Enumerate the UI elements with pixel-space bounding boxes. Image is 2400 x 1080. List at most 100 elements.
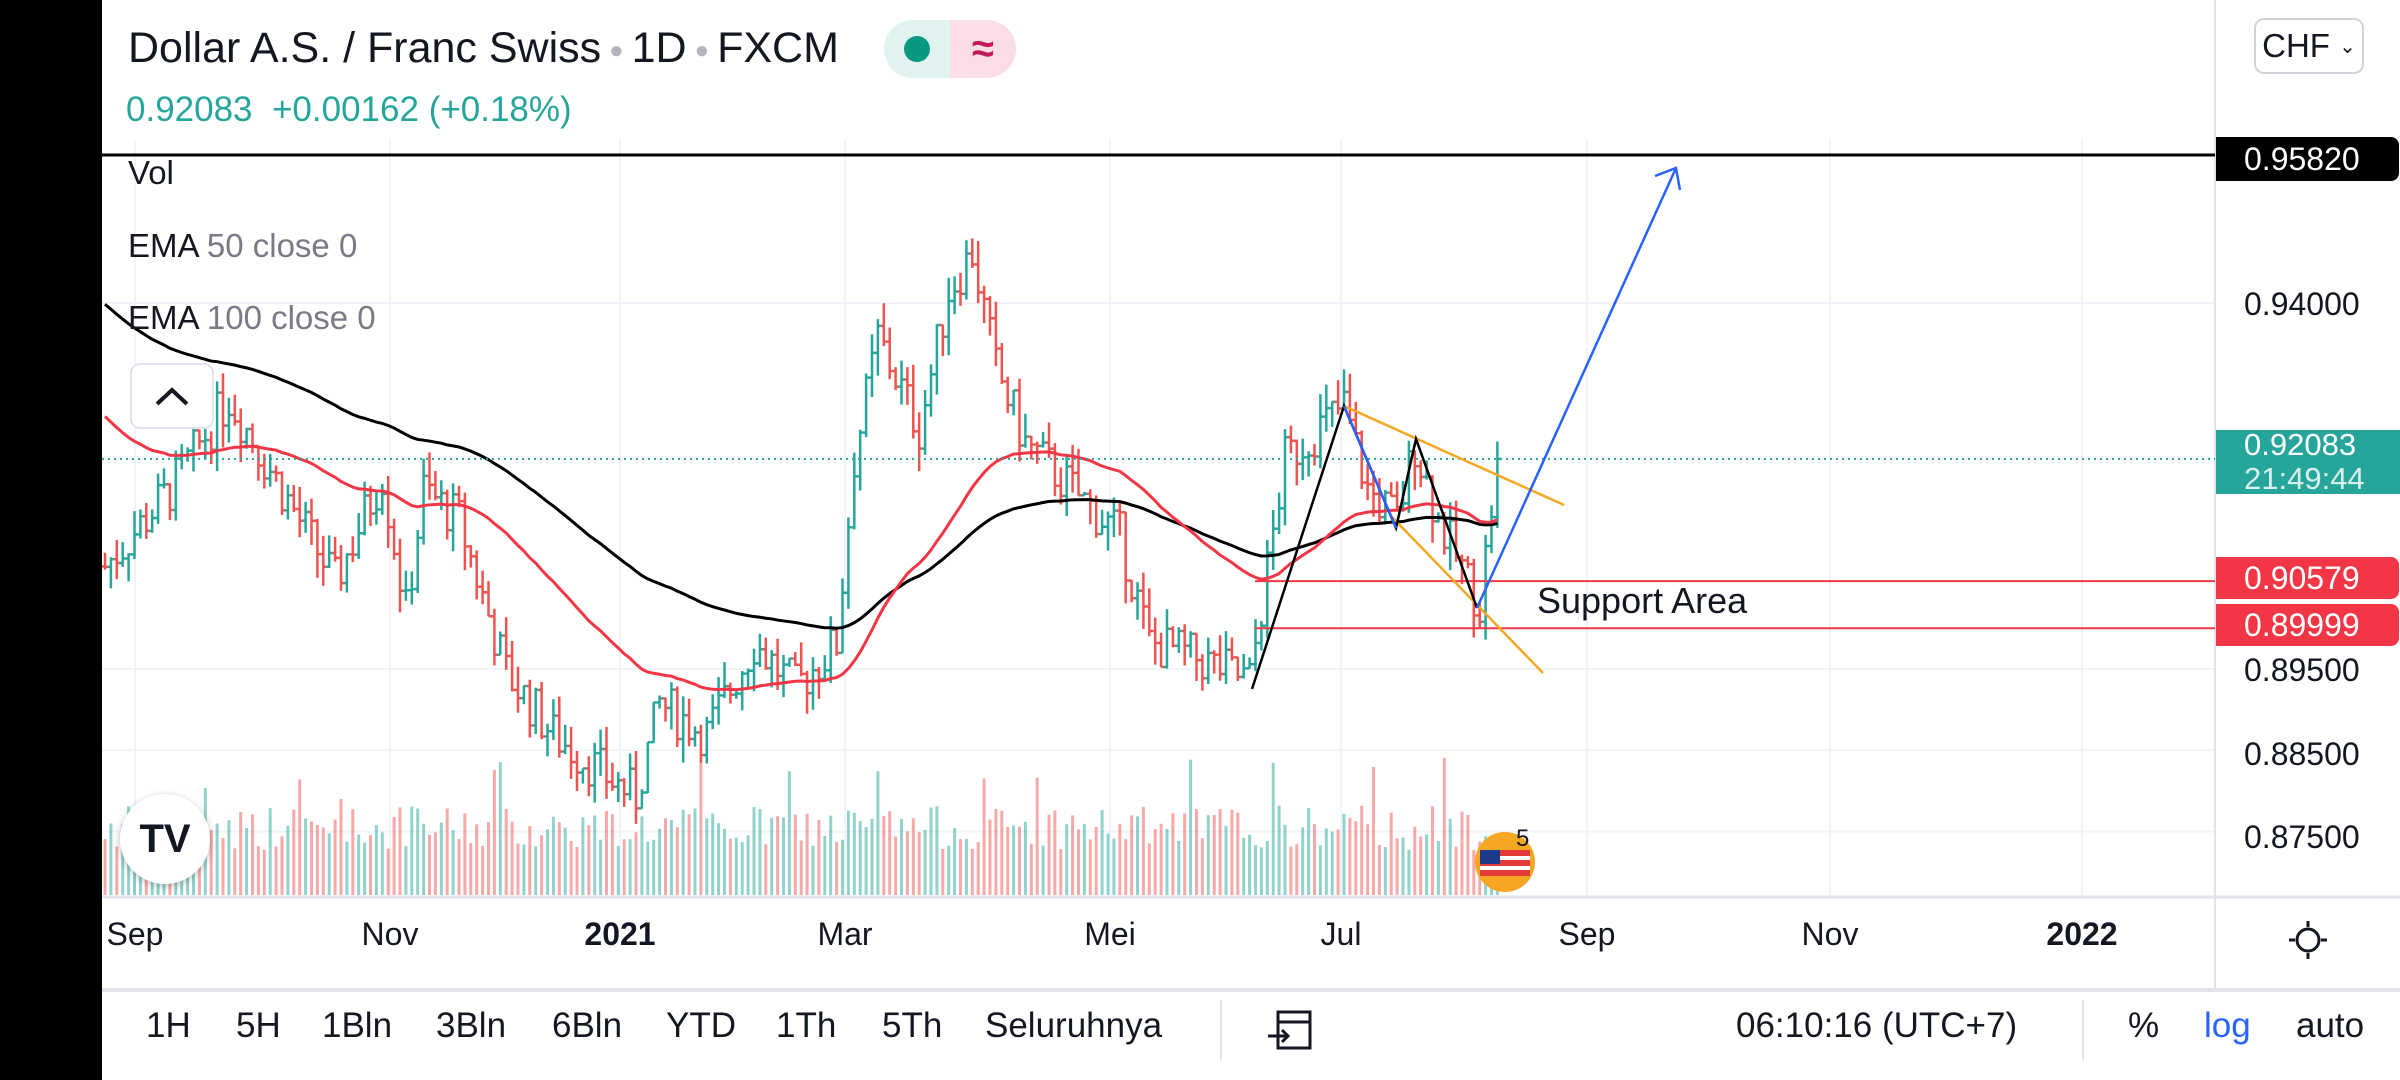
range-button-3bln[interactable]: 3Bln (436, 1006, 507, 1045)
volume-bar (1059, 849, 1063, 895)
range-button-seluruhnya[interactable]: Seluruhnya (985, 1006, 1163, 1045)
time-label: Nov (1801, 916, 1859, 952)
percent-toggle[interactable]: % (2128, 1006, 2160, 1045)
volume-bar (988, 819, 992, 895)
volume-bar (1212, 815, 1216, 895)
volume-bar (1189, 759, 1193, 895)
volume-bar (1218, 809, 1222, 895)
volume-bar (463, 813, 467, 895)
volume-bar (363, 842, 367, 895)
volume-bar (1395, 838, 1399, 895)
volume-bar (492, 769, 496, 895)
volume-bar (1419, 836, 1423, 895)
toolbar-divider (1220, 1000, 1222, 1060)
left-edge (0, 0, 102, 1080)
volume-bar (964, 838, 968, 895)
volume-bar (233, 848, 237, 895)
volume-bar (357, 834, 361, 895)
volume-bar (274, 846, 278, 895)
time-label: 2022 (2046, 916, 2118, 952)
volume-bar (1271, 762, 1275, 895)
volume-bar (976, 842, 980, 895)
range-button-1th[interactable]: 1Th (776, 1006, 837, 1045)
collapse-legend-button[interactable] (130, 363, 214, 429)
tradingview-logo[interactable]: TV (120, 794, 210, 884)
range-button-6bln[interactable]: 6Bln (552, 1006, 623, 1045)
volume-bar (227, 820, 231, 895)
volume-bar (433, 832, 437, 895)
legend-vol[interactable]: Vol (128, 154, 174, 191)
volume-bar (374, 825, 378, 895)
channel-lower-line (1389, 514, 1544, 674)
volume-bar (475, 824, 479, 895)
volume-bar (959, 839, 962, 895)
volume-bar (215, 823, 219, 895)
time-label: 2021 (584, 916, 656, 952)
svg-text:5: 5 (1516, 826, 1529, 852)
volume-bar (1466, 814, 1470, 895)
chevron-down-icon: ⌄ (2339, 35, 2356, 58)
volume-bar (1324, 828, 1328, 895)
volume-bar (487, 822, 490, 895)
legend-ema100[interactable]: EMA 100 close 0 (128, 299, 376, 336)
settings-gear-icon[interactable] (2286, 918, 2330, 962)
volume-bar (693, 808, 697, 895)
volume-bar (1389, 812, 1393, 895)
volume-bar (410, 806, 414, 895)
volume-bar (841, 839, 844, 895)
volume-bar (1165, 829, 1169, 895)
range-button-1h[interactable]: 1H (146, 1006, 191, 1045)
time-label: Sep (106, 916, 164, 952)
time-label: Mar (817, 916, 873, 952)
date-range-calendar-icon[interactable] (1266, 1006, 1314, 1052)
symbol-title[interactable]: Dollar A.S. / Franc Swiss ● 1D ● FXCM (128, 24, 839, 72)
volume-bar (1354, 821, 1358, 895)
range-button-ytd[interactable]: YTD (666, 1006, 736, 1045)
volume-bar (811, 845, 815, 895)
time-label: Sep (1558, 916, 1616, 952)
volume-bar (947, 845, 951, 895)
range-button-5h[interactable]: 5H (236, 1006, 281, 1045)
volume-bar (1436, 840, 1440, 895)
volume-bar (634, 832, 638, 895)
price-change: 0.92083 +0.00162 (+0.18%) (126, 90, 572, 129)
volume-bar (1071, 815, 1075, 895)
volume-bar (905, 831, 909, 895)
volume-bar (551, 816, 555, 895)
volume-bar (1401, 837, 1405, 895)
volume-bar (534, 846, 538, 895)
market-status-pill[interactable]: ≈ (884, 20, 1016, 78)
volume-bar (422, 823, 426, 895)
volume-bar (823, 836, 827, 895)
volume-bar (469, 842, 473, 895)
volume-bar (929, 807, 933, 895)
volume-bar (622, 839, 626, 895)
range-button-5th[interactable]: 5Th (882, 1006, 943, 1045)
volume-bar (1136, 816, 1139, 895)
volume-bar (286, 825, 290, 895)
volume-bar (1377, 845, 1381, 895)
volume-bar (1431, 806, 1434, 895)
volume-bar (1301, 827, 1305, 895)
volume-bar (1106, 833, 1110, 895)
interval: 1D (631, 24, 687, 72)
volume-bar (103, 839, 107, 895)
volume-bar (1383, 847, 1387, 895)
volume-bar (1130, 815, 1134, 895)
volume-bar (1242, 837, 1246, 895)
volume-bar (1023, 821, 1027, 895)
us-flag-event-icon[interactable]: 5 (1470, 826, 1550, 896)
volume-bar (882, 816, 886, 895)
clock[interactable]: 06:10:16 (UTC+7) (1736, 1006, 2018, 1045)
legend-ema50[interactable]: EMA 50 close 0 (128, 227, 358, 264)
currency-selector[interactable]: CHF ⌄ (2254, 18, 2364, 74)
auto-toggle[interactable]: auto (2296, 1006, 2365, 1045)
volume-bar (1442, 757, 1446, 895)
log-toggle[interactable]: log (2204, 1006, 2251, 1045)
range-button-1bln[interactable]: 1Bln (322, 1006, 393, 1045)
volume-bar (652, 839, 656, 895)
price-tick: 0.88500 (2244, 736, 2360, 772)
volume-bar (746, 835, 750, 895)
ema50-line (103, 415, 1498, 692)
